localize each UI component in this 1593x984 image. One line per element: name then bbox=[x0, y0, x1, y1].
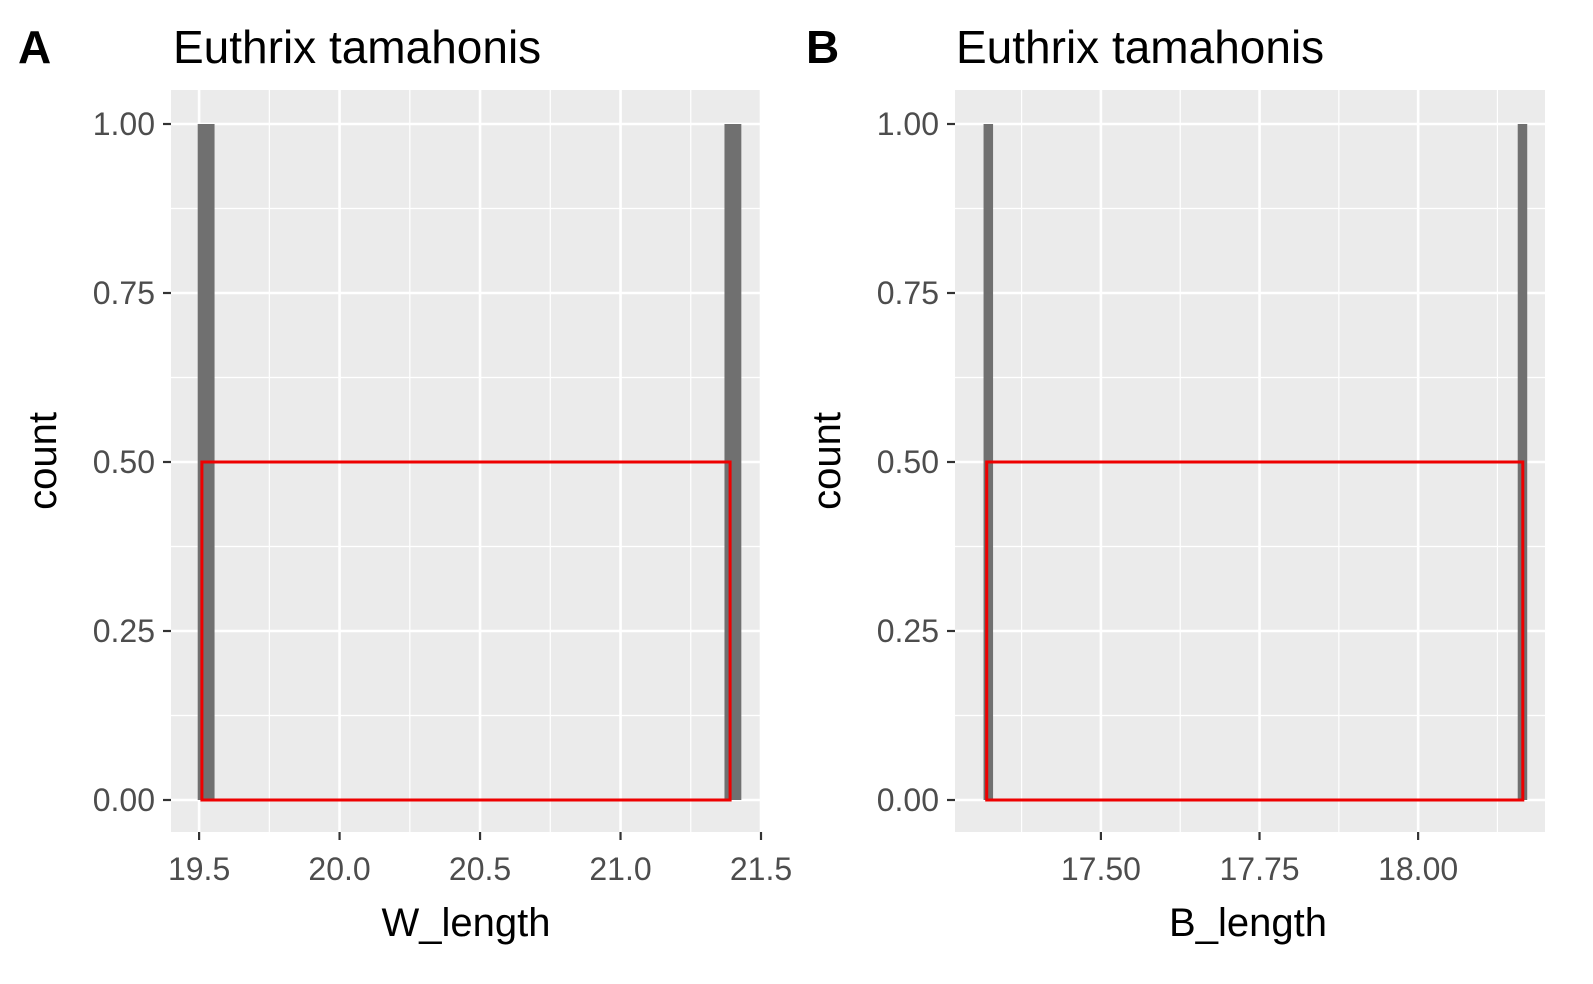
x-tick-label: 21.0 bbox=[589, 851, 651, 887]
y-tick-label: 0.75 bbox=[93, 275, 155, 311]
x-tick-label: 20.0 bbox=[308, 851, 370, 887]
panel-b: B Euthrix tamahonis 0.00 0.25 0.50 0.75 1.00… bbox=[805, 21, 1545, 945]
y-tick-label: 0.75 bbox=[877, 275, 939, 311]
x-tick-label: 18.00 bbox=[1378, 851, 1458, 887]
x-tick-label: 17.50 bbox=[1061, 851, 1141, 887]
panel-letter: B bbox=[806, 21, 839, 73]
x-axis-title: W_length bbox=[382, 901, 551, 945]
y-tick-label: 1.00 bbox=[93, 106, 155, 142]
y-tick-label: 0.50 bbox=[93, 444, 155, 480]
y-axis-title: count bbox=[805, 412, 849, 510]
panel-letter: A bbox=[18, 21, 51, 73]
y-tick-label: 0.00 bbox=[93, 782, 155, 818]
panel-a: A Euthrix tamahonis 0.00 0.25 0.50 0.75 1.00… bbox=[18, 21, 792, 945]
panel-title: Euthrix tamahonis bbox=[956, 21, 1324, 73]
panel-title: Euthrix tamahonis bbox=[173, 21, 541, 73]
y-axis-title: count bbox=[21, 412, 65, 510]
y-tick-label: 0.25 bbox=[93, 613, 155, 649]
x-tick-label: 19.5 bbox=[168, 851, 230, 887]
overlay-rectangle bbox=[985, 460, 1525, 802]
x-tick-label: 21.5 bbox=[730, 851, 792, 887]
y-tick-label: 0.25 bbox=[877, 613, 939, 649]
y-tick-label: 1.00 bbox=[877, 106, 939, 142]
x-tick-label: 20.5 bbox=[449, 851, 511, 887]
plot-area: 0.00 0.25 0.50 0.75 1.00 19.5 20.0 20.5 21.0 21.5 bbox=[93, 90, 792, 887]
overlay-rectangle bbox=[200, 460, 732, 802]
y-tick-label: 0.00 bbox=[877, 782, 939, 818]
y-tick-label: 0.50 bbox=[877, 444, 939, 480]
plot-area: 0.00 0.25 0.50 0.75 1.00 17.50 17.75 18.00 bbox=[877, 90, 1545, 887]
x-axis-title: B_length bbox=[1169, 901, 1327, 945]
x-tick-label: 17.75 bbox=[1219, 851, 1299, 887]
